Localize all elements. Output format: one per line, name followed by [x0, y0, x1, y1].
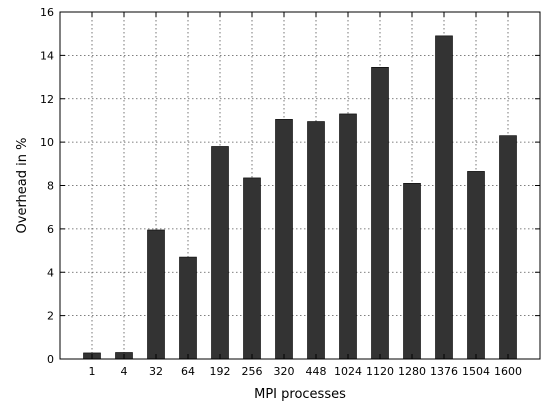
- bar-320: [275, 119, 293, 360]
- y-tick-label: 8: [47, 180, 54, 193]
- y-tick-label: 0: [47, 353, 54, 366]
- bar-1600: [499, 135, 517, 360]
- y-tick-label: 16: [40, 6, 54, 19]
- y-tick-label: 12: [40, 93, 54, 106]
- x-tick-label: 4: [121, 365, 128, 378]
- x-axis-label: MPI processes: [254, 387, 346, 402]
- x-tick-label: 1504: [462, 365, 490, 378]
- x-tick-label: 1376: [430, 365, 458, 378]
- x-tick-label: 1120: [366, 365, 394, 378]
- x-tick-label: 1280: [398, 365, 426, 378]
- bars: [83, 35, 517, 360]
- y-tick-label: 6: [47, 223, 54, 236]
- x-tick-label: 1024: [334, 365, 362, 378]
- bar-256: [243, 177, 261, 360]
- bar-64: [179, 256, 197, 360]
- y-tick-label: 10: [40, 136, 54, 149]
- y-axis-ticks: 0 2 4 6 8 10 12 14 16: [40, 6, 540, 366]
- bar-1280: [403, 183, 421, 360]
- x-tick-label: 320: [274, 365, 295, 378]
- y-tick-label: 14: [40, 49, 54, 62]
- x-tick-label: 448: [306, 365, 327, 378]
- x-tick-label: 192: [210, 365, 231, 378]
- bar-32: [147, 229, 165, 360]
- y-tick-label: 2: [47, 310, 54, 323]
- bar-1376: [435, 35, 453, 360]
- bar-192: [211, 146, 229, 360]
- x-tick-label: 32: [149, 365, 163, 378]
- x-axis-ticks: 1 4 32 64 192 256 320 448 1024 1120 1280 1376 1504 16…: [89, 12, 522, 378]
- x-tick-label: 1600: [494, 365, 522, 378]
- bar-1024: [339, 113, 357, 360]
- y-axis-label: Overhead in %: [15, 138, 30, 234]
- x-tick-label: 1: [89, 365, 96, 378]
- x-tick-label: 256: [242, 365, 263, 378]
- bar-1504: [467, 171, 485, 360]
- bar-448: [307, 121, 325, 360]
- bar-1120: [371, 67, 389, 360]
- x-tick-label: 64: [181, 365, 195, 378]
- y-tick-label: 4: [47, 266, 54, 279]
